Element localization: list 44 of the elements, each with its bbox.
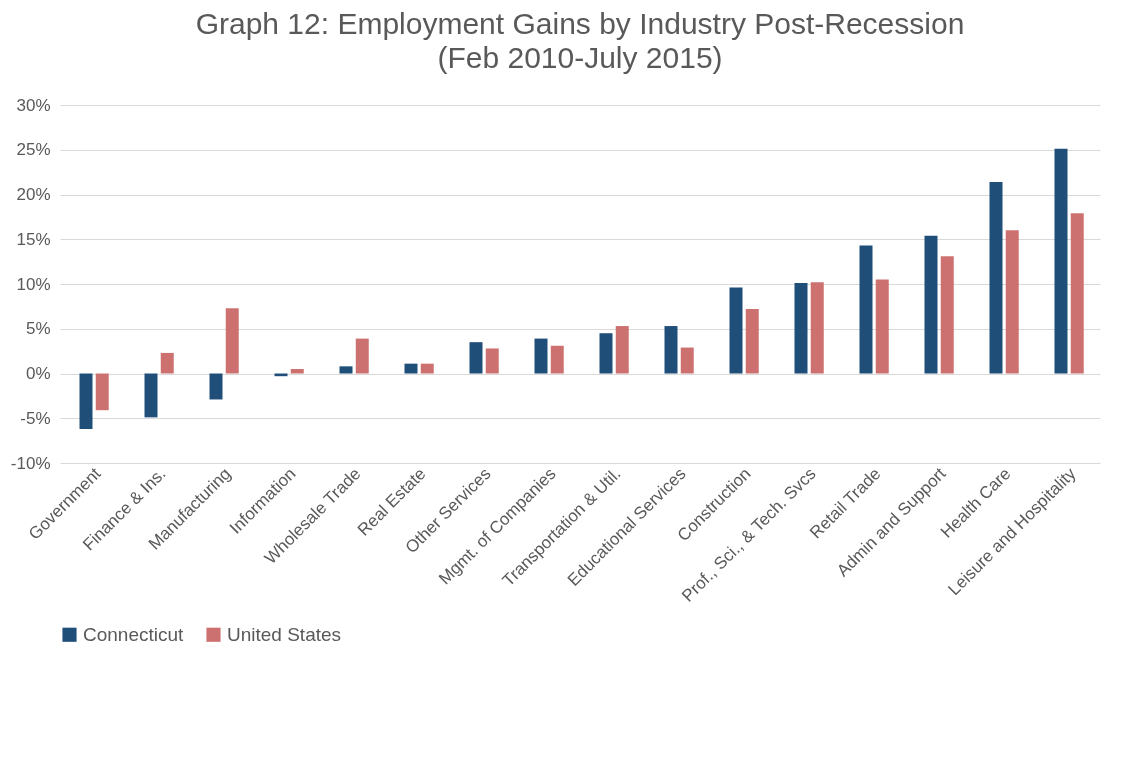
bar [810,282,824,374]
bar [79,373,93,429]
bar [1054,148,1068,374]
bar [550,345,564,374]
y-tick-label: 0% [25,364,51,383]
bar [339,366,353,374]
bar [924,235,938,374]
bar [599,333,613,374]
bar [95,373,109,411]
bar [225,308,239,374]
legend-label: United States [227,623,342,645]
y-tick-label: -5% [20,408,51,428]
bar [794,283,808,374]
y-tick-label: 25% [16,140,51,160]
bar [469,342,483,374]
y-tick-label: 5% [25,319,51,339]
bar [160,352,174,374]
bar [745,309,759,374]
bar [1070,213,1084,374]
legend-label: Connecticut [83,623,185,645]
bar [144,373,158,418]
y-tick-label: 15% [16,229,51,249]
bar [615,326,629,374]
bar [420,363,434,374]
y-tick-label: 20% [16,185,51,204]
chart-subtitle: (Feb 2010-July 2015) [437,41,723,74]
y-tick-label: 10% [16,274,51,294]
bar [664,326,678,374]
bar [485,348,499,374]
bar [859,245,873,374]
bar [875,279,889,374]
bar [989,181,1003,374]
y-tick-label: -10% [10,453,51,473]
bar [940,256,954,374]
bar [680,347,694,374]
bar [1005,230,1019,374]
chart-title: Graph 12: Employment Gains by Industry Post-Recession [195,7,965,40]
bar [290,369,304,374]
bar [729,287,743,374]
bar [534,338,548,374]
bar [404,363,418,374]
y-tick-label: 30% [16,95,51,115]
bar [209,373,223,400]
bar [355,338,369,374]
